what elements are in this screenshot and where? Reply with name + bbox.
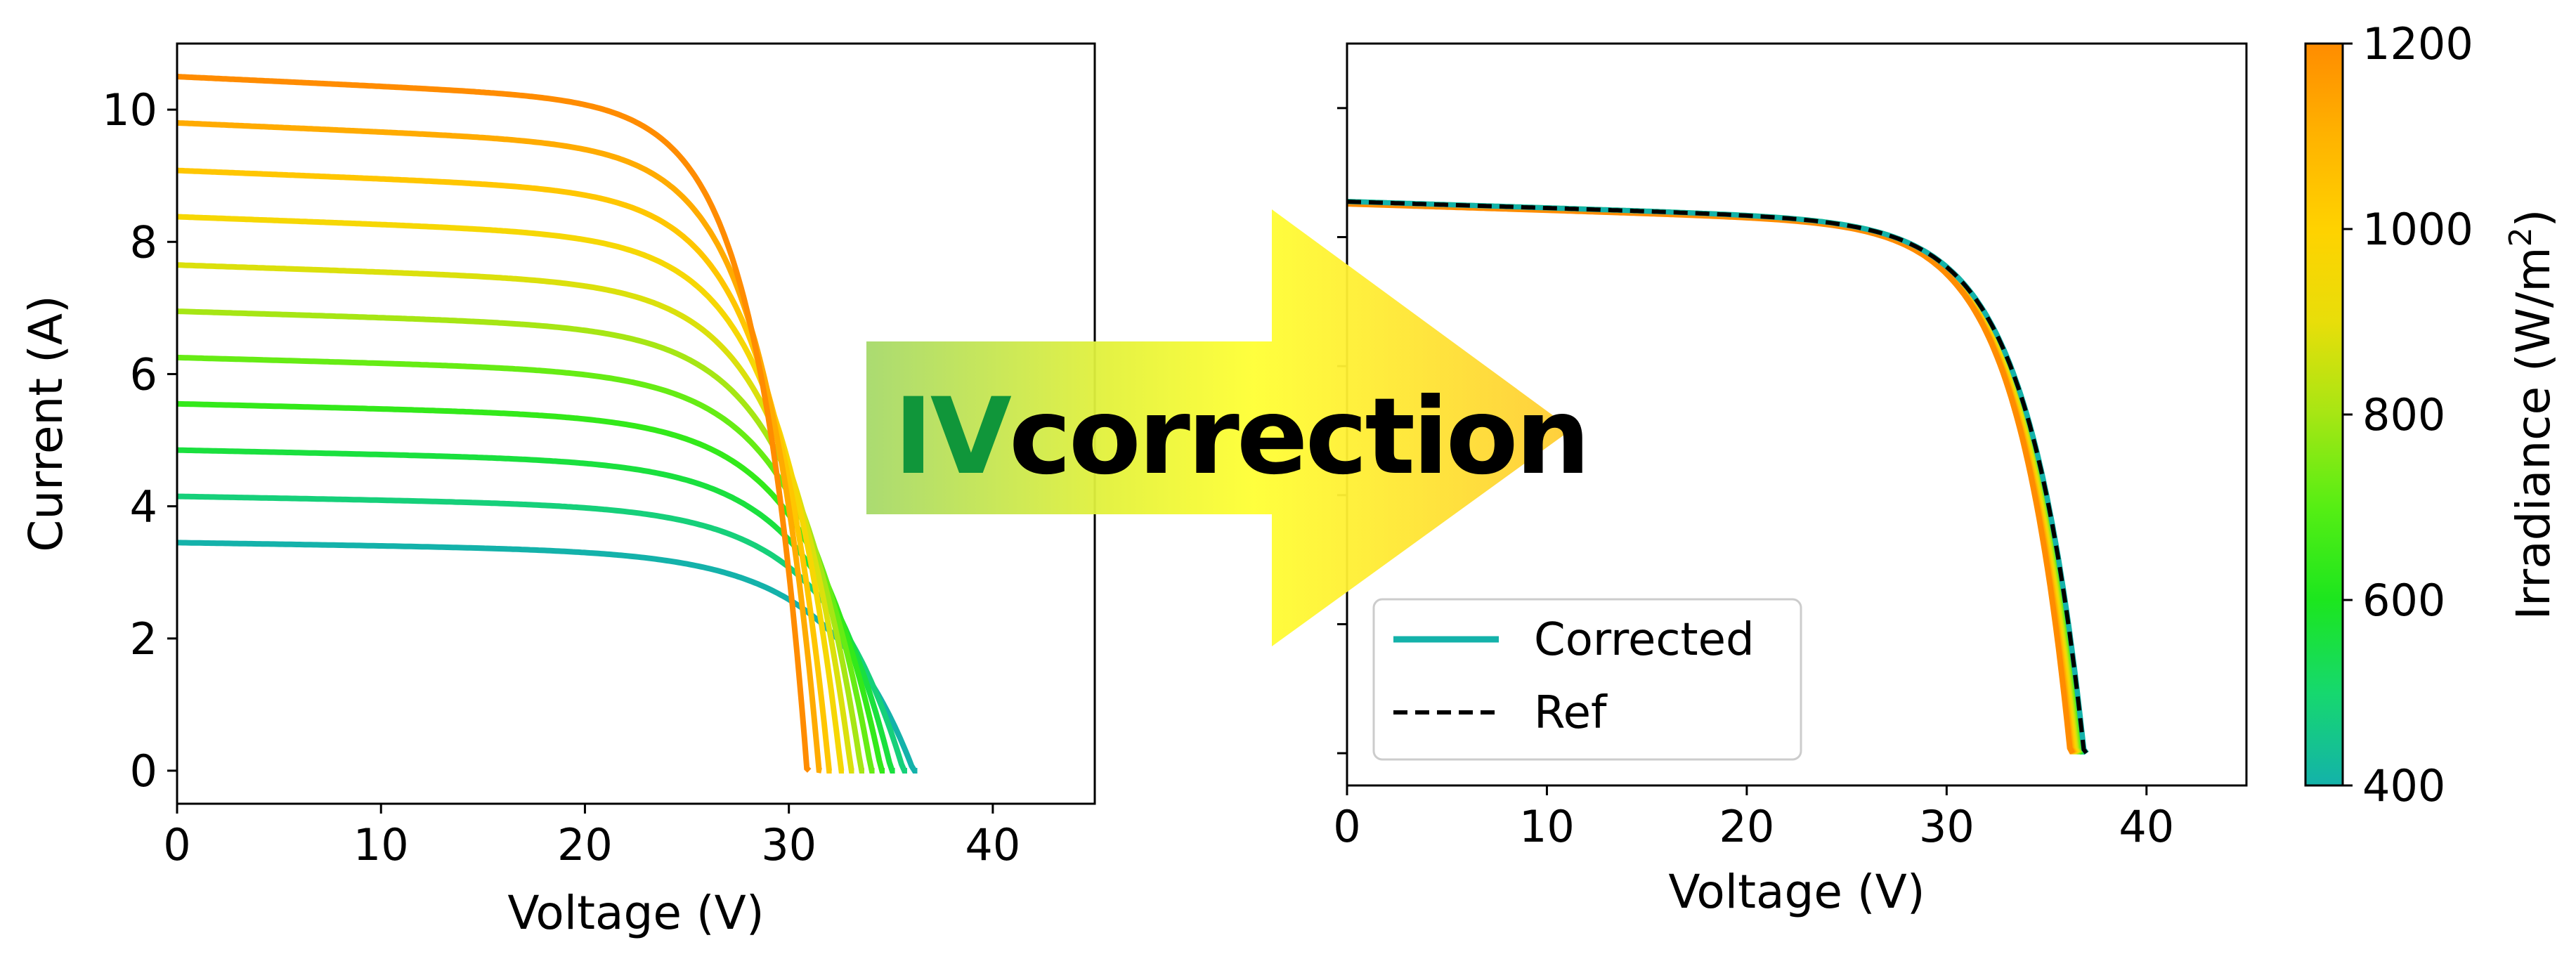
- y-tick-label: 6: [130, 348, 157, 400]
- legend: Corrected Ref: [1372, 598, 1802, 761]
- x-tick-label: 30: [761, 819, 817, 870]
- x-tick-label: 40: [2119, 801, 2174, 852]
- iv-curve-1040: [177, 167, 832, 774]
- left-x-axis-label: Voltage (V): [507, 886, 764, 940]
- x-tick-label: 0: [1333, 801, 1360, 852]
- right-x-ticks: 0 10 20 30 40: [1333, 785, 2174, 852]
- colorbar: 400 600 800 1000 1200 Irradiance (W/m2): [2304, 18, 2561, 811]
- left-plot: 0 10 20 30 40 0 2 4 6 8 10 Voltage (V) Current (A…: [19, 42, 1096, 940]
- banner-suffix: correction: [1009, 376, 1588, 498]
- left-y-axis-label: Current (A): [19, 295, 73, 552]
- left-x-ticks: 0 10 20 30 40: [163, 804, 1020, 870]
- colorbar-tick-label: 800: [2362, 389, 2445, 441]
- banner-prefix: IV: [894, 376, 1012, 498]
- x-tick-label: 10: [1519, 801, 1575, 852]
- x-tick-label: 30: [1919, 801, 1975, 852]
- correction-arrow: IVcorrection: [866, 209, 1590, 646]
- iv-curve-880: [177, 262, 854, 774]
- colorbar-tick-label: 1000: [2362, 204, 2473, 255]
- legend-corrected-label: Corrected: [1534, 614, 1755, 666]
- iv-curve-960: [177, 214, 845, 774]
- legend-ref-label: Ref: [1534, 687, 1608, 739]
- colorbar-label: Irradiance (W/m2): [2503, 209, 2561, 620]
- colorbar-tick-label: 1200: [2362, 18, 2473, 70]
- left-y-ticks: 0 2 4 6 8 10: [102, 84, 177, 797]
- colorbar-label-sup: 2: [2503, 227, 2539, 247]
- iv-curve-1120: [177, 119, 822, 774]
- arrow-banner-text: IVcorrection: [894, 376, 1587, 498]
- x-tick-label: 40: [965, 819, 1020, 870]
- y-tick-label: 10: [102, 84, 157, 136]
- iv-curve-720: [177, 354, 875, 774]
- y-tick-label: 2: [130, 613, 157, 665]
- colorbar-ticks: 400 600 800 1000 1200: [2343, 18, 2473, 811]
- right-plot: 0 10 20 30 40 Voltage (V) Corrected Ref: [1333, 42, 2248, 919]
- colorbar-tick-label: 400: [2362, 760, 2445, 811]
- x-tick-label: 10: [353, 819, 409, 870]
- colorbar-label-base: Irradiance (W/m: [2506, 247, 2561, 620]
- iv-curve-1200: [177, 74, 812, 773]
- iv-curve-560: [177, 447, 895, 774]
- left-curves: [177, 74, 918, 774]
- colorbar-label-end: ): [2506, 209, 2561, 228]
- y-tick-label: 4: [130, 481, 157, 533]
- x-tick-label: 20: [1719, 801, 1774, 852]
- x-tick-label: 20: [557, 819, 613, 870]
- right-curves: [1347, 199, 2089, 755]
- x-tick-label: 0: [163, 819, 190, 870]
- arrow-shape: [866, 209, 1572, 646]
- iv-curve-640: [177, 400, 885, 774]
- colorbar-fill: [2304, 42, 2344, 787]
- colorbar-tick-label: 600: [2362, 575, 2445, 626]
- y-tick-label: 8: [130, 216, 157, 268]
- right-x-axis-label: Voltage (V): [1668, 865, 1925, 919]
- iv-curve-800: [177, 308, 865, 774]
- y-tick-label: 0: [130, 745, 157, 797]
- ref-curve: [1347, 200, 2088, 755]
